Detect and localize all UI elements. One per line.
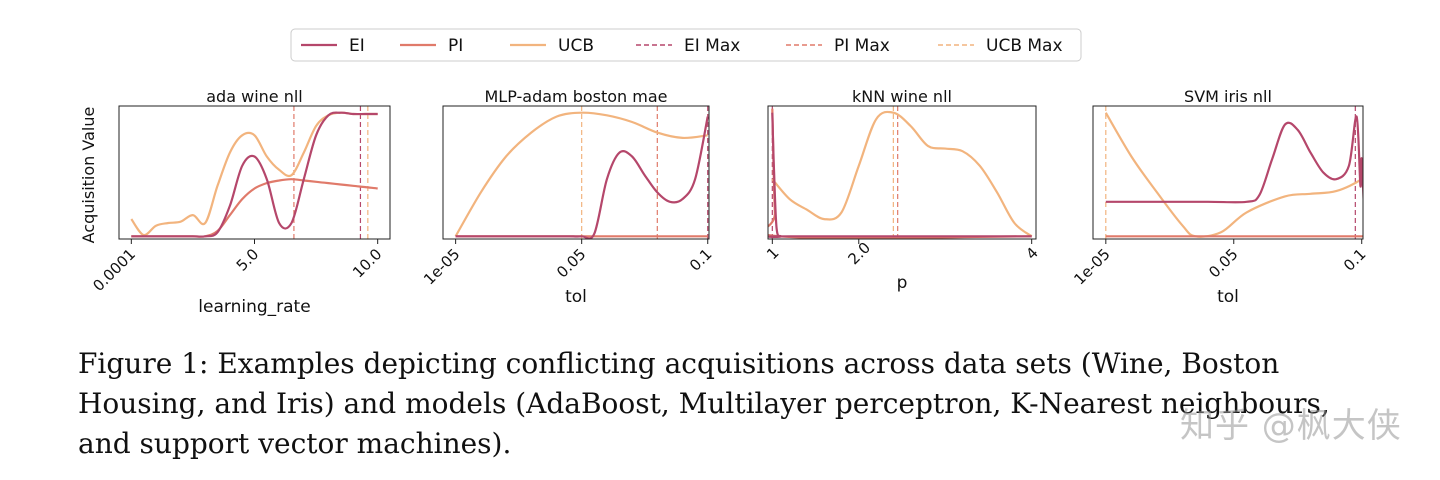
subplot-2: MLP-adam boston mae 1e-05 0.05 0.1 tol (420, 87, 715, 307)
plot-area (1104, 106, 1363, 239)
ucb-curve (454, 111, 708, 237)
axes-frame (118, 105, 391, 240)
legend-label-ucb-max: UCB Max (986, 36, 1063, 56)
figure-caption: Figure 1: Examples depicting conflicting… (78, 347, 1330, 460)
x-axis-label: p (897, 273, 908, 293)
x-axis-label: tol (565, 287, 587, 307)
legend-label-ei: EI (349, 36, 365, 56)
x-tick-label: 0.1 (1340, 245, 1370, 275)
legend: EI PI UCB EI Max PI Max UCB Max (290, 28, 1082, 62)
ucb-curve (1104, 112, 1363, 238)
watermark: 知乎 @枫大侠 (1180, 406, 1402, 446)
subplot-title: SVM iris nll (1184, 87, 1272, 106)
ucb-curve (130, 111, 378, 237)
subplot-1: ada wine nll 0.0001 5.0 10.0 learning_rate (89, 87, 391, 317)
x-tick-label: 1 (763, 244, 782, 263)
legend-frame (290, 28, 1082, 62)
pi-curve (131, 178, 378, 238)
x-tick-label: 0.05 (553, 245, 589, 281)
x-tick-label: 4 (1022, 244, 1041, 263)
x-tick-label: 5.0 (233, 245, 263, 275)
legend-label-ei-max: EI Max (684, 36, 740, 56)
plot-area (768, 106, 1033, 239)
ei-curve (455, 116, 709, 239)
subplot-title: MLP-adam boston mae (484, 87, 667, 106)
axes-frame (767, 105, 1037, 240)
subplot-title: kNN wine nll (852, 87, 952, 106)
x-tick-label: 0.05 (1205, 245, 1241, 281)
x-tick-label: 1e-05 (420, 245, 463, 288)
x-tick-label: 0.0001 (89, 245, 139, 295)
legend-label-pi-max: PI Max (834, 36, 890, 56)
subplot-title: ada wine nll (206, 87, 302, 106)
plot-area (130, 106, 378, 239)
ei-curve (1105, 115, 1363, 211)
x-tick-label: 0.1 (686, 245, 716, 275)
subplot-3: kNN wine nll 1 2.0 4 p (763, 87, 1042, 293)
axes-frame (1092, 105, 1364, 240)
legend-label-ucb: UCB (558, 36, 594, 56)
ucb-curve (771, 110, 1033, 238)
y-axis-label: Acquisition Value (79, 107, 98, 244)
x-axis-label: learning_rate (198, 297, 310, 317)
subplot-4: SVM iris nll 1e-05 0.05 0.1 tol (1070, 87, 1370, 307)
figure: EI PI UCB EI Max PI Max UCB Max Acquisition V… (79, 28, 1370, 317)
axes-frame (442, 105, 710, 240)
plot-area (454, 106, 709, 239)
ei-curve (768, 112, 1032, 239)
legend-label-pi: PI (448, 36, 463, 56)
x-axis-label: tol (1217, 287, 1239, 307)
x-tick-label: 10.0 (349, 245, 385, 281)
ei-curve (131, 111, 378, 238)
x-tick-label: 2.0 (844, 239, 874, 269)
pi-curve (768, 108, 1032, 239)
x-tick-label: 1e-05 (1070, 245, 1113, 288)
